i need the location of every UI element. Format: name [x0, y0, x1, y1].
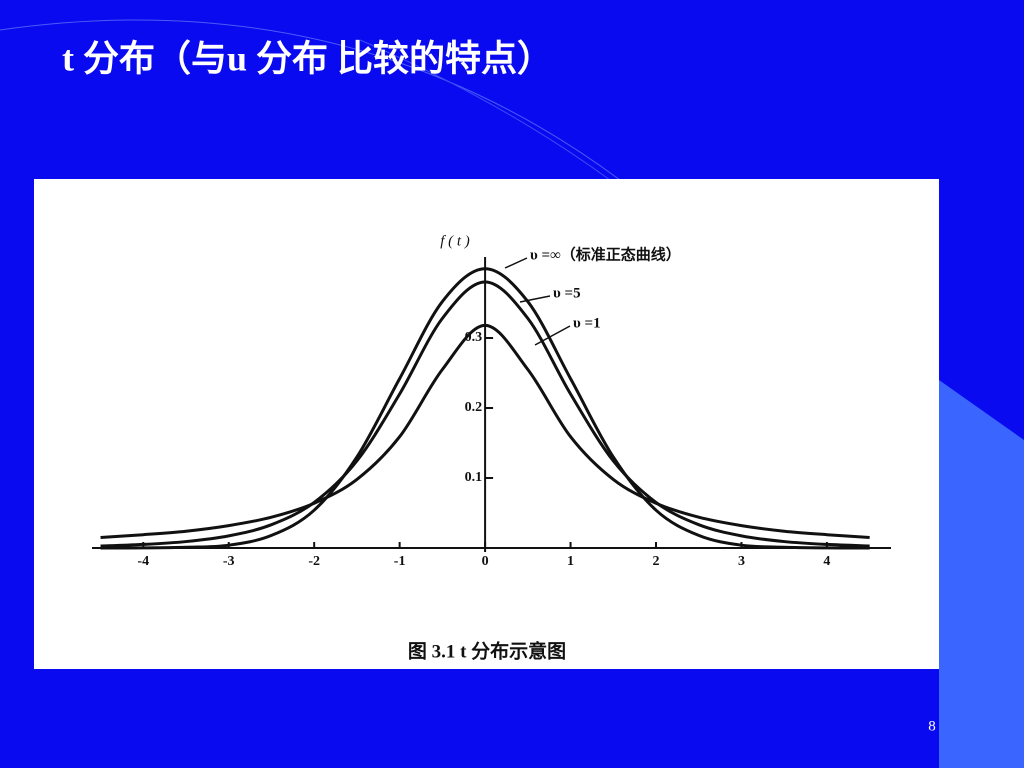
- x-tick-label: 1: [567, 554, 574, 569]
- series-label: υ =1: [573, 315, 601, 331]
- curve: [100, 323, 870, 539]
- figure: [34, 179, 939, 669]
- decor-arc: [0, 19, 621, 181]
- x-tick-label: -1: [394, 554, 406, 569]
- y-axis-label: f ( t ): [440, 233, 470, 249]
- leader-line: [519, 295, 551, 303]
- x-tick-label: 4: [823, 554, 830, 569]
- curve: [100, 267, 870, 550]
- series-label: υ =5: [553, 285, 581, 301]
- y-tick-label: 0.1: [465, 470, 483, 485]
- caption: 图 3.1 t 分布示意图: [408, 639, 566, 662]
- x-tick-label: -4: [137, 554, 149, 569]
- leader-line: [504, 257, 528, 269]
- x-tick-label: 0: [482, 554, 489, 569]
- series-label: υ =∞（标准正态曲线）: [530, 245, 681, 263]
- x-tick-label: 2: [653, 554, 660, 569]
- x-tick-label: 3: [738, 554, 745, 569]
- leader-line: [534, 325, 571, 346]
- plot: -4 -3 -2 -1 0 1 2 3 40.10.20.3υ =∞（标准正态曲线）υ =5υ …: [92, 245, 891, 569]
- x-tick-label: -3: [223, 554, 235, 569]
- decor-shape: [939, 380, 1024, 768]
- curve: [100, 280, 870, 548]
- y-tick-label: 0.2: [465, 400, 483, 415]
- decor-arc: [359, 39, 611, 181]
- page-number: 8: [928, 718, 936, 734]
- slide-title: t 分布（与u 分布 比较的特点）: [62, 38, 553, 78]
- x-tick-label: -2: [308, 554, 320, 569]
